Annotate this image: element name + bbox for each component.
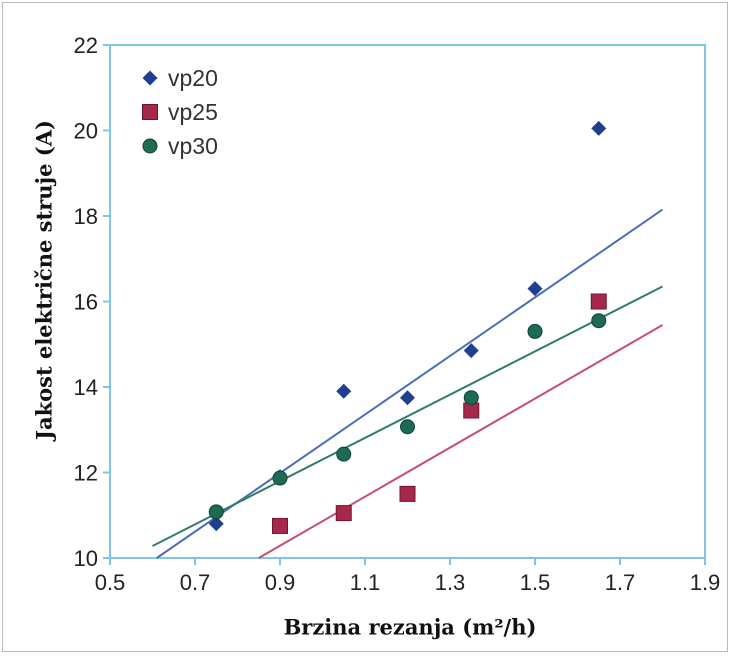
- data-point-vp20: [400, 390, 415, 406]
- data-point-vp30: [208, 504, 224, 520]
- data-point-vp20: [208, 516, 224, 532]
- legend-label-vp25: vp25: [168, 99, 218, 125]
- data-point-vp20: [463, 343, 479, 359]
- data-point-vp20: [336, 383, 352, 399]
- legend-label-vp30: vp30: [168, 133, 218, 159]
- x-tick-label: 1.9: [690, 570, 721, 595]
- x-axis-label: Brzina rezanja (m²/h): [283, 614, 537, 640]
- data-point-vp30: [400, 419, 415, 435]
- x-tick-label: 1.5: [520, 570, 551, 595]
- trend-line-vp25: [258, 324, 663, 559]
- legend-label-vp20: vp20: [168, 65, 218, 91]
- y-tick-label: 12: [74, 461, 98, 486]
- data-point-vp25: [399, 485, 416, 502]
- legend-marker-vp25: [142, 104, 158, 120]
- y-tick-label: 18: [74, 204, 98, 229]
- x-tick-label: 1.7: [605, 570, 636, 595]
- y-tick-label: 14: [74, 375, 98, 400]
- data-point-vp30: [336, 446, 352, 462]
- data-point-vp25: [272, 517, 288, 534]
- trend-line-vp30: [152, 285, 663, 547]
- y-tick-label: 16: [74, 290, 98, 315]
- x-tick-label: 0.7: [180, 570, 211, 595]
- data-point-vp30: [463, 390, 479, 406]
- y-tick-label: 20: [74, 119, 98, 144]
- data-point-vp20: [527, 281, 543, 297]
- y-tick-label: 10: [74, 546, 98, 571]
- data-point-vp20: [591, 120, 607, 136]
- figure-frame: [2, 2, 728, 652]
- x-tick-label: 0.5: [95, 570, 126, 595]
- x-tick-label: 1.1: [350, 570, 381, 595]
- x-tick-label: 0.9: [265, 570, 296, 595]
- data-point-vp30: [272, 470, 288, 486]
- legend-marker-vp20: [142, 70, 158, 86]
- data-point-vp30: [527, 323, 543, 339]
- x-tick-label: 1.3: [435, 570, 466, 595]
- data-point-vp25: [590, 293, 607, 310]
- legend-marker-vp30: [142, 138, 158, 154]
- y-tick-label: 22: [74, 33, 98, 58]
- data-point-vp30: [591, 313, 607, 329]
- data-point-vp25: [463, 402, 480, 419]
- data-point-vp25: [335, 505, 352, 522]
